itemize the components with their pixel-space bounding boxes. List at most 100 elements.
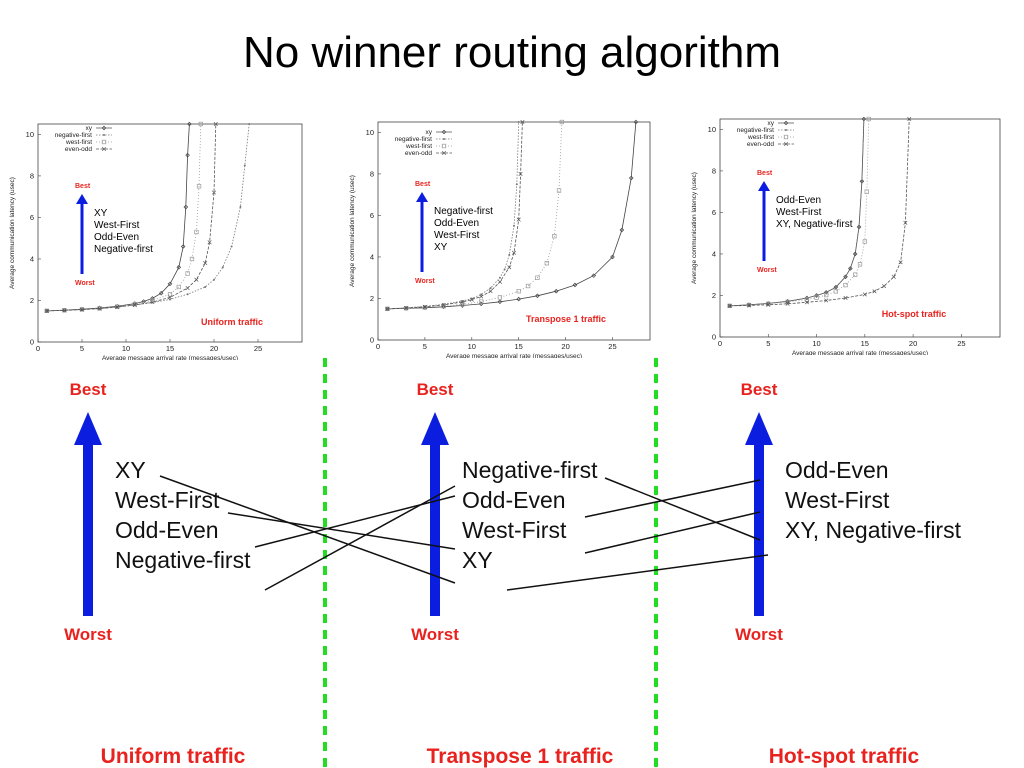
data-point-negative-first <box>498 276 501 279</box>
data-point-xy <box>852 251 858 257</box>
data-point-even-odd <box>766 302 771 307</box>
series-line-xy <box>387 121 637 310</box>
rank-item: Odd-Even <box>462 487 566 513</box>
x-tick-label: 20 <box>561 342 569 351</box>
data-point-even-odd <box>843 295 848 301</box>
legend-label: even-odd <box>747 141 774 148</box>
data-point-west-first <box>824 292 829 298</box>
x-axis-label: Average message arrival rate (messages/u… <box>446 353 582 358</box>
up-arrow-icon <box>74 412 102 445</box>
legend-marker <box>101 125 107 131</box>
data-point-negative-first <box>186 293 189 296</box>
data-point-west-first <box>864 189 869 194</box>
data-point-even-odd <box>385 306 390 311</box>
rank-item-small: Negative-first <box>434 206 493 217</box>
data-point-west-first <box>167 292 173 297</box>
y-tick-label: 2 <box>712 291 716 300</box>
data-point-even-odd <box>207 240 212 245</box>
data-point-xy <box>610 254 615 260</box>
x-tick-label: 5 <box>766 339 770 348</box>
legend-label: even-odd <box>405 150 432 157</box>
worst-label-small: Worst <box>757 267 777 274</box>
data-point-negative-first <box>834 286 837 289</box>
series-line-negative-first <box>46 123 250 312</box>
legend-label: negative-first <box>737 127 774 134</box>
series-line-even-odd <box>729 118 910 307</box>
data-point-even-odd <box>488 289 493 294</box>
data-point-even-odd <box>898 260 903 265</box>
legend-label: west-first <box>405 143 432 150</box>
rank-item-small: West-First <box>94 220 140 231</box>
up-arrow-icon <box>76 194 88 204</box>
data-point-xy <box>628 175 634 181</box>
data-point-west-first <box>185 271 190 276</box>
up-arrow-icon <box>745 412 773 445</box>
data-point-west-first <box>516 289 521 294</box>
data-point-even-odd <box>520 119 525 125</box>
y-axis-label: Average communication latency (usec) <box>349 175 356 287</box>
rank-connector <box>227 512 456 550</box>
data-point-west-first <box>479 299 484 304</box>
hotspot-traffic-chart: 0 5 10 15 20 25 0 2 4 6 8 10 Average message arrival… <box>691 116 1001 355</box>
legend-marker <box>103 134 105 136</box>
data-point-xy <box>856 224 862 230</box>
data-point-even-odd <box>511 250 517 255</box>
y-axis-label: Average communication latency (usec) <box>9 177 16 289</box>
y-tick-label: 2 <box>30 296 34 305</box>
data-point-west-first <box>843 282 848 288</box>
x-tick-label: 10 <box>468 342 476 351</box>
transpose-traffic-chart: 0 5 10 15 20 25 0 2 4 6 8 10 Average message arrival… <box>349 119 651 358</box>
data-point-negative-first <box>230 245 233 248</box>
data-point-west-first <box>497 295 503 300</box>
rank-item-small: XY, Negative-first <box>776 219 853 230</box>
data-point-even-odd <box>44 308 49 313</box>
y-tick-label: 4 <box>712 249 716 258</box>
data-point-xy <box>833 284 839 290</box>
data-point-west-first <box>746 302 752 308</box>
x-tick-label: 15 <box>166 344 174 353</box>
y-tick-label: 6 <box>370 211 374 220</box>
x-tick-label: 15 <box>515 342 523 351</box>
data-point-west-first <box>198 121 203 127</box>
data-point-even-odd <box>441 302 446 307</box>
data-point-negative-first <box>221 266 224 269</box>
y-tick-label: 0 <box>370 336 374 345</box>
data-point-even-odd <box>460 299 465 305</box>
data-point-west-first <box>559 119 564 125</box>
data-point-even-odd <box>213 121 218 127</box>
legend-marker <box>441 150 447 156</box>
data-point-even-odd <box>518 171 523 176</box>
data-point-west-first <box>422 305 428 310</box>
x-tick-label: 20 <box>210 344 218 353</box>
legend-marker <box>783 120 789 126</box>
data-point-west-first <box>196 184 202 189</box>
traffic-annotation: Hot-spot traffic <box>882 309 947 319</box>
data-point-west-first <box>194 229 199 235</box>
data-point-negative-first <box>517 121 520 123</box>
y-tick-label: 8 <box>30 171 34 180</box>
data-point-xy <box>572 282 578 288</box>
rank-item: Negative-first <box>115 547 251 573</box>
worst-label: Worst <box>64 625 112 644</box>
x-tick-label: 0 <box>718 339 722 348</box>
data-point-negative-first <box>243 164 246 167</box>
legend-marker <box>101 146 107 152</box>
rank-item: XY <box>115 457 146 483</box>
data-point-xy <box>180 244 186 249</box>
y-tick-label: 4 <box>370 252 374 261</box>
worst-label: Worst <box>735 625 783 644</box>
data-point-even-odd <box>185 285 190 291</box>
data-point-even-odd <box>804 300 809 305</box>
best-label: Best <box>741 380 778 399</box>
rank-arrow-shaft <box>430 440 440 616</box>
data-point-west-first <box>132 302 137 307</box>
rank-item-small: Negative-first <box>94 244 153 255</box>
up-arrow-icon <box>421 412 449 445</box>
best-label: Best <box>70 380 107 399</box>
y-tick-label: 10 <box>366 128 374 137</box>
data-point-west-first <box>862 239 867 244</box>
y-tick-label: 8 <box>712 166 716 175</box>
data-point-xy <box>843 274 848 280</box>
legend-label: even-odd <box>65 146 92 153</box>
